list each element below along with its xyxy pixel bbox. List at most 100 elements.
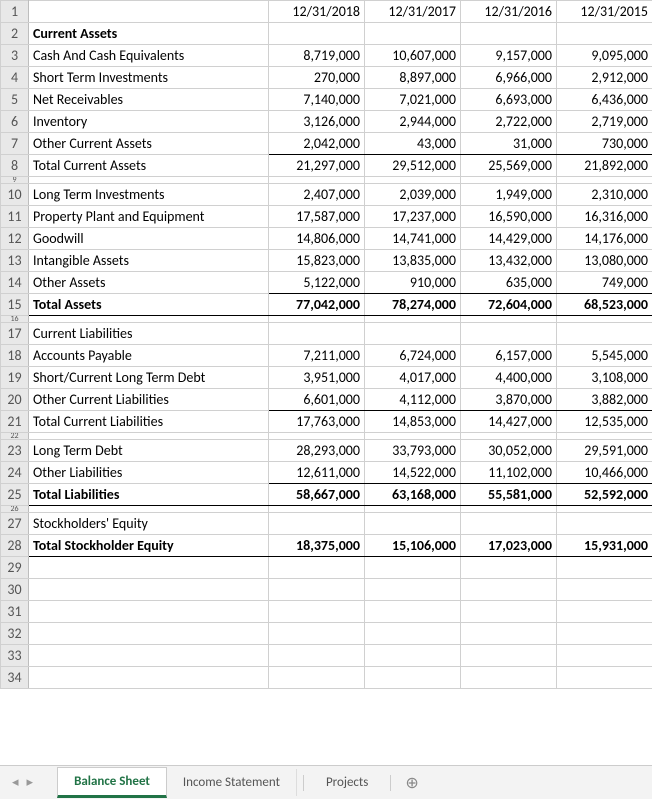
cell[interactable] (365, 177, 461, 184)
cell-value[interactable] (461, 513, 557, 535)
cell-value[interactable]: 58,667,000 (269, 484, 365, 506)
row-header[interactable]: 19 (1, 367, 29, 389)
cell-value[interactable]: 29,591,000 (557, 440, 652, 462)
cell-label[interactable]: Accounts Payable (29, 345, 269, 367)
cell-label[interactable]: Current Liabilities (29, 323, 269, 345)
cell-value[interactable]: 14,806,000 (269, 228, 365, 250)
cell-value[interactable]: 12,535,000 (557, 411, 652, 433)
cell-label[interactable]: Other Current Assets (29, 133, 269, 155)
row-header[interactable]: 6 (1, 111, 29, 133)
cell-value[interactable]: 12/31/2017 (365, 1, 461, 23)
cell[interactable] (557, 177, 652, 184)
row-header[interactable]: 7 (1, 133, 29, 155)
cell-value[interactable] (557, 23, 652, 45)
row-header[interactable]: 13 (1, 250, 29, 272)
cell-value[interactable]: 33,793,000 (365, 440, 461, 462)
cell-value[interactable]: 3,951,000 (269, 367, 365, 389)
cell-value[interactable]: 17,023,000 (461, 535, 557, 557)
row-header[interactable]: 8 (1, 155, 29, 177)
cell-value[interactable]: 77,042,000 (269, 294, 365, 316)
cell-value[interactable]: 17,237,000 (365, 206, 461, 228)
row-header[interactable]: 24 (1, 462, 29, 484)
row-header[interactable]: 26 (1, 506, 29, 513)
row-header[interactable]: 15 (1, 294, 29, 316)
cell-value[interactable]: 8,719,000 (269, 45, 365, 67)
cell-label[interactable]: Total Assets (29, 294, 269, 316)
row-header[interactable]: 1 (1, 1, 29, 23)
cell-value[interactable] (269, 601, 365, 623)
cell-value[interactable] (461, 323, 557, 345)
row-header[interactable]: 27 (1, 513, 29, 535)
cell-label[interactable]: Intangible Assets (29, 250, 269, 272)
tab-projects[interactable]: Projects (310, 769, 384, 796)
cell[interactable] (269, 316, 365, 323)
cell-label[interactable]: Stockholders' Equity (29, 513, 269, 535)
cell-value[interactable]: 14,741,000 (365, 228, 461, 250)
cell-value[interactable]: 635,000 (461, 272, 557, 294)
cell-value[interactable]: 18,375,000 (269, 535, 365, 557)
cell-label[interactable]: Goodwill (29, 228, 269, 250)
cell-value[interactable]: 3,870,000 (461, 389, 557, 411)
cell-value[interactable]: 2,912,000 (557, 67, 652, 89)
cell-value[interactable] (365, 645, 461, 667)
cell-label[interactable]: Total Stockholder Equity (29, 535, 269, 557)
cell-value[interactable]: 13,080,000 (557, 250, 652, 272)
cell-value[interactable] (365, 667, 461, 689)
cell-value[interactable]: 2,039,000 (365, 184, 461, 206)
cell-label[interactable] (29, 667, 269, 689)
cell-value[interactable] (269, 513, 365, 535)
cell-value[interactable]: 13,432,000 (461, 250, 557, 272)
cell-label[interactable]: Cash And Cash Equivalents (29, 45, 269, 67)
cell-value[interactable] (269, 323, 365, 345)
cell-label[interactable] (29, 645, 269, 667)
cell-value[interactable]: 5,545,000 (557, 345, 652, 367)
cell-value[interactable]: 4,017,000 (365, 367, 461, 389)
cell-value[interactable]: 6,436,000 (557, 89, 652, 111)
row-header[interactable]: 3 (1, 45, 29, 67)
cell-value[interactable] (365, 623, 461, 645)
cell-value[interactable]: 14,176,000 (557, 228, 652, 250)
cell-value[interactable]: 10,466,000 (557, 462, 652, 484)
cell-value[interactable]: 14,427,000 (461, 411, 557, 433)
row-header[interactable]: 29 (1, 557, 29, 579)
cell-value[interactable]: 21,892,000 (557, 155, 652, 177)
cell[interactable] (29, 177, 269, 184)
cell-label[interactable]: Other Current Liabilities (29, 389, 269, 411)
tab-nav-prev-icon[interactable]: ◂ (8, 775, 23, 790)
row-header[interactable]: 31 (1, 601, 29, 623)
cell-value[interactable]: 3,882,000 (557, 389, 652, 411)
cell-value[interactable] (365, 601, 461, 623)
cell-label[interactable]: Current Assets (29, 23, 269, 45)
cell-value[interactable] (557, 579, 652, 601)
cell-value[interactable] (269, 579, 365, 601)
cell-value[interactable] (461, 645, 557, 667)
cell-value[interactable]: 30,052,000 (461, 440, 557, 462)
cell-value[interactable]: 6,601,000 (269, 389, 365, 411)
row-header[interactable]: 11 (1, 206, 29, 228)
cell-value[interactable] (269, 667, 365, 689)
tab-nav-next-icon[interactable]: ▸ (23, 775, 38, 790)
cell-value[interactable] (557, 623, 652, 645)
cell-label[interactable]: Other Liabilities (29, 462, 269, 484)
spreadsheet-grid[interactable]: 112/31/201812/31/201712/31/201612/31/201… (0, 0, 652, 765)
row-header[interactable]: 33 (1, 645, 29, 667)
cell-value[interactable] (269, 557, 365, 579)
cell-label[interactable]: Property Plant and Equipment (29, 206, 269, 228)
row-header[interactable]: 28 (1, 535, 29, 557)
cell-value[interactable]: 15,931,000 (557, 535, 652, 557)
tab-balance-sheet[interactable]: Balance Sheet (57, 767, 167, 798)
row-header[interactable]: 25 (1, 484, 29, 506)
cell-value[interactable] (461, 601, 557, 623)
cell-value[interactable]: 6,966,000 (461, 67, 557, 89)
cell-value[interactable]: 31,000 (461, 133, 557, 155)
cell-value[interactable]: 270,000 (269, 67, 365, 89)
cell-value[interactable]: 12,611,000 (269, 462, 365, 484)
cell-value[interactable] (557, 601, 652, 623)
cell-label[interactable]: Total Current Liabilities (29, 411, 269, 433)
cell-value[interactable]: 68,523,000 (557, 294, 652, 316)
cell-value[interactable]: 9,095,000 (557, 45, 652, 67)
cell[interactable] (365, 316, 461, 323)
cell-value[interactable]: 12/31/2018 (269, 1, 365, 23)
cell[interactable] (269, 177, 365, 184)
cell-value[interactable] (557, 667, 652, 689)
